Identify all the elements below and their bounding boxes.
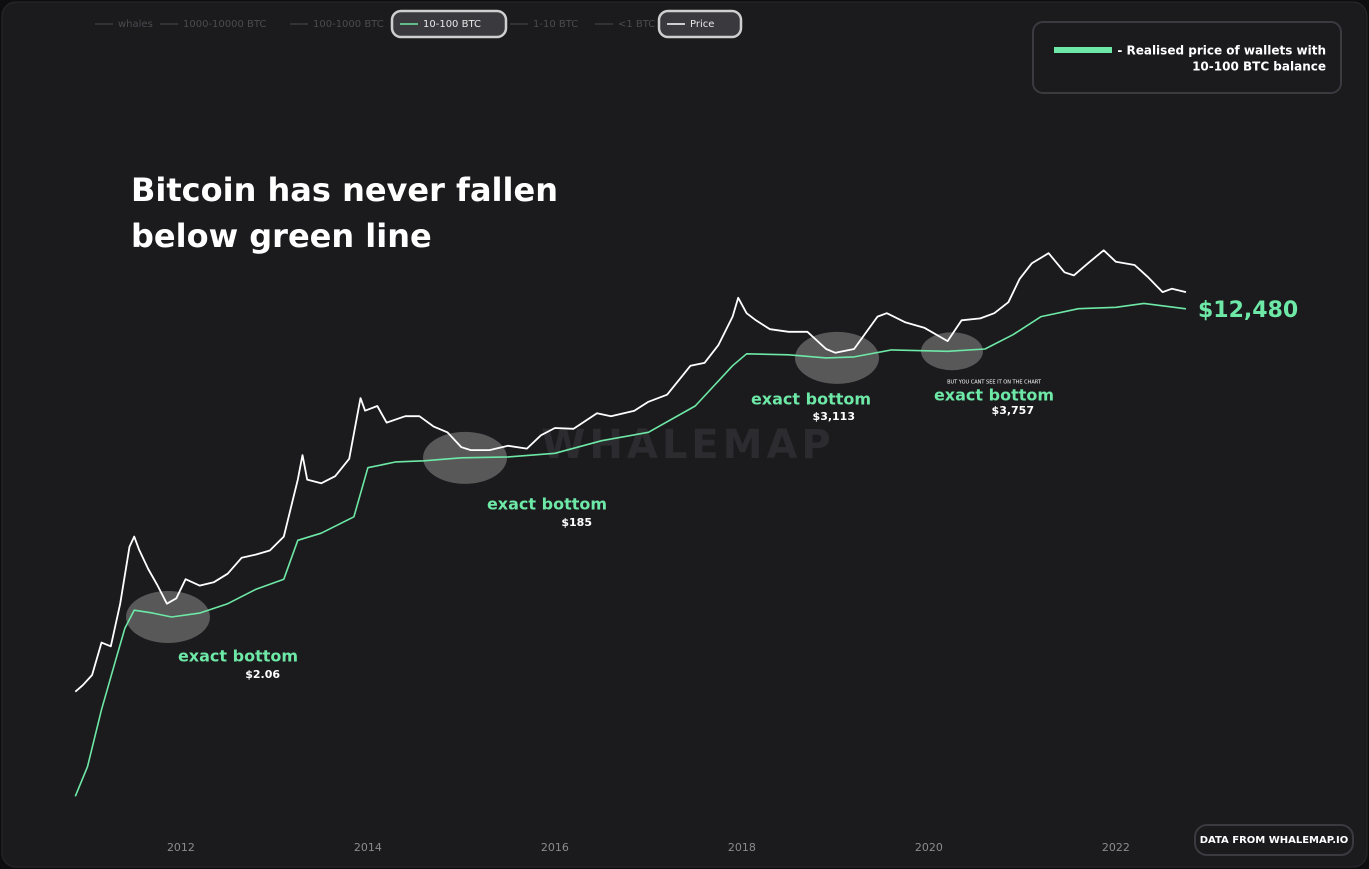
x-tick-label: 2016 [541,841,569,854]
x-tick-label: 2014 [354,841,382,854]
legend-toggle[interactable] [657,9,743,39]
annotation: exact bottom [178,647,298,666]
legend-text: 10-100 BTC balance [1192,60,1326,74]
headline: Bitcoin has never fallen [131,171,558,209]
annotation: exact bottom [751,390,871,409]
annotation-value: $185 [561,516,592,529]
annotation-value: $2.06 [245,668,280,681]
end-value-label: $12,480 [1198,298,1298,323]
annotation-value: $3,113 [813,410,855,423]
x-tick-label: 2012 [167,841,195,854]
legend-text: - Realised price of wallets with [1117,44,1326,58]
series-line [74,249,1187,693]
legend-box [1032,21,1342,94]
headline: below green line [131,217,432,255]
legend-label[interactable]: Price [690,19,714,30]
x-tick-label: 2022 [1102,841,1130,854]
annotation: exact bottom [487,495,607,514]
legend-label[interactable]: 10-100 BTC [423,19,481,30]
source-button[interactable] [1194,824,1354,856]
annotation: exact bottom [934,386,1054,405]
legend-label[interactable]: <1 BTC [618,19,655,30]
legend-label[interactable]: 1-10 BTC [533,19,578,30]
series-line [74,302,1187,797]
watermark: WHALEMAP [541,422,834,468]
legend-toggle[interactable] [390,9,508,39]
x-tick-label: 2020 [915,841,943,854]
legend-swatch [1054,47,1112,53]
source-button-label[interactable]: DATA FROM WHALEMAP.IO [1200,835,1349,846]
annotation-value: $3,757 [992,404,1034,417]
legend-label[interactable]: 1000-10000 BTC [183,19,266,30]
x-tick-label: 2018 [728,841,756,854]
legend-label[interactable]: whales [118,19,153,30]
legend-label[interactable]: 100-1000 BTC [313,19,384,30]
note: BUT YOU CANT SEE IT ON THE CHART [947,380,1042,386]
